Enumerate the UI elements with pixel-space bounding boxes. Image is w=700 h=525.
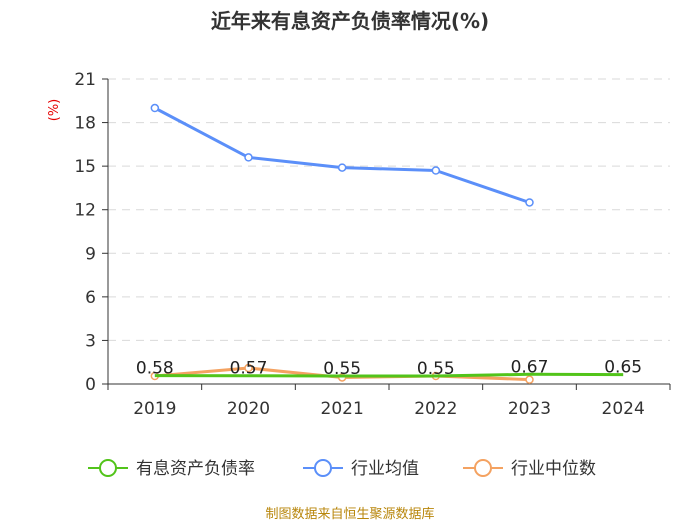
data-label: 0.57 bbox=[230, 359, 268, 379]
series-line bbox=[154, 372, 624, 378]
y-tick-label: 21 bbox=[74, 70, 96, 90]
grid-layer bbox=[108, 78, 670, 341]
y-tick-label: 15 bbox=[74, 157, 96, 177]
y-tick-label: 9 bbox=[85, 244, 96, 264]
x-tick-label: 2023 bbox=[508, 399, 551, 419]
data-point bbox=[337, 163, 347, 172]
legend: 有息资产负债率 行业均值 行业中位数 bbox=[88, 459, 596, 479]
x-tick-label: 2022 bbox=[414, 399, 457, 419]
y-tick-label: 18 bbox=[74, 114, 96, 134]
legend-label: 行业均值 bbox=[351, 459, 419, 479]
y-tick-label: 3 bbox=[85, 331, 96, 351]
series-0 bbox=[154, 372, 624, 378]
legend-label: 有息资产负债率 bbox=[136, 459, 255, 479]
data-label: 0.55 bbox=[323, 359, 361, 379]
x-tick-label: 2021 bbox=[321, 399, 364, 419]
y-tick-label: 12 bbox=[74, 201, 96, 221]
data-point bbox=[431, 166, 441, 175]
data-label: 0.67 bbox=[511, 357, 549, 377]
y-tick-label: 6 bbox=[85, 288, 96, 308]
data-point bbox=[525, 198, 534, 207]
x-tick-label: 2019 bbox=[133, 399, 176, 419]
legend-item: 行业均值 bbox=[303, 459, 419, 479]
x-tick-label: 2020 bbox=[227, 399, 270, 419]
series-layer bbox=[150, 103, 624, 384]
data-point bbox=[525, 375, 534, 384]
data-label: 0.55 bbox=[417, 359, 455, 379]
data-label-layer: 0.58 0.57 0.55 0.55 0.67 0.65 bbox=[136, 357, 642, 379]
data-point bbox=[244, 153, 253, 162]
y-tick-label: 0 bbox=[85, 375, 96, 395]
y-axis-label: (%) bbox=[47, 99, 62, 122]
axis-layer: 0 3 6 9 12 15 18 21 2019 2020 2021 2022 2023 2024 bbox=[74, 70, 671, 419]
data-point bbox=[244, 363, 253, 373]
legend-marker bbox=[314, 459, 332, 477]
legend-marker bbox=[99, 459, 117, 477]
legend-item: 行业中位数 bbox=[463, 459, 596, 479]
legend-item: 有息资产负债率 bbox=[88, 459, 255, 479]
data-label: 0.58 bbox=[136, 359, 174, 379]
data-point bbox=[150, 103, 160, 113]
legend-label: 行业中位数 bbox=[511, 459, 596, 479]
x-tick-label: 2024 bbox=[602, 399, 645, 419]
data-label: 0.65 bbox=[604, 358, 642, 378]
chart-title: 近年来有息资产负债率情况(%) bbox=[211, 9, 489, 33]
legend-marker bbox=[474, 459, 492, 477]
series-1 bbox=[150, 103, 534, 207]
source-note: 制图数据来自恒生聚源数据库 bbox=[265, 506, 434, 522]
